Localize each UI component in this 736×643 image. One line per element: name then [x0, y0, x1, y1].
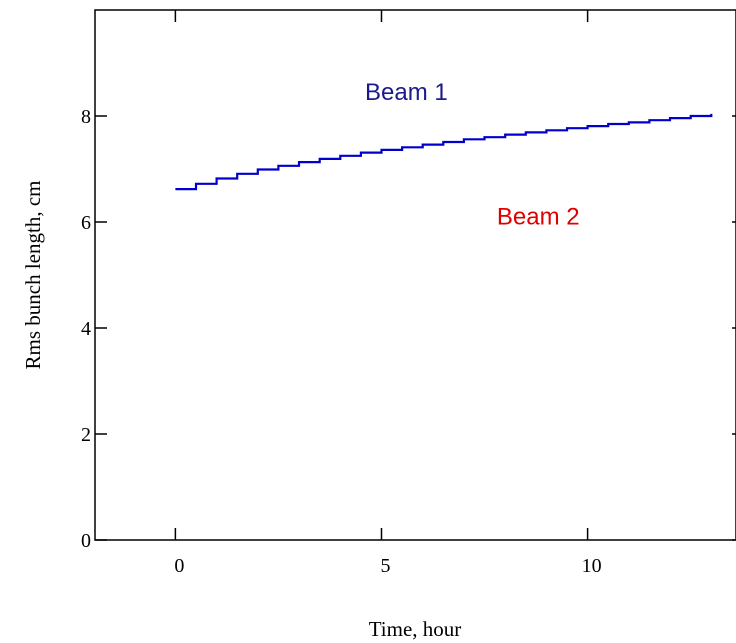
x-axis-title: Time, hour	[369, 617, 462, 641]
annotation-label: Beam 1	[365, 79, 448, 106]
x-tick-label: 5	[380, 555, 390, 577]
y-tick-label: 2	[81, 424, 91, 446]
y-tick-label: 8	[81, 106, 91, 128]
x-tick-label: 10	[582, 555, 602, 577]
annotation-label: Beam 2	[497, 204, 580, 231]
y-tick-label: 4	[81, 318, 91, 340]
axis-ticks	[95, 10, 736, 541]
y-tick-label: 6	[81, 212, 91, 234]
series-line	[175, 113, 713, 191]
x-tick-label: 0	[174, 555, 184, 577]
plot-frame	[94, 9, 736, 541]
y-axis-title: Rms bunch length, cm	[21, 181, 45, 370]
y-tick-label: 0	[81, 530, 91, 552]
tick-labels: 0 5 10 0 2 4 6 8	[81, 106, 602, 577]
annotations: Beam 1 Beam 2	[365, 79, 580, 231]
series-group	[175, 113, 713, 191]
